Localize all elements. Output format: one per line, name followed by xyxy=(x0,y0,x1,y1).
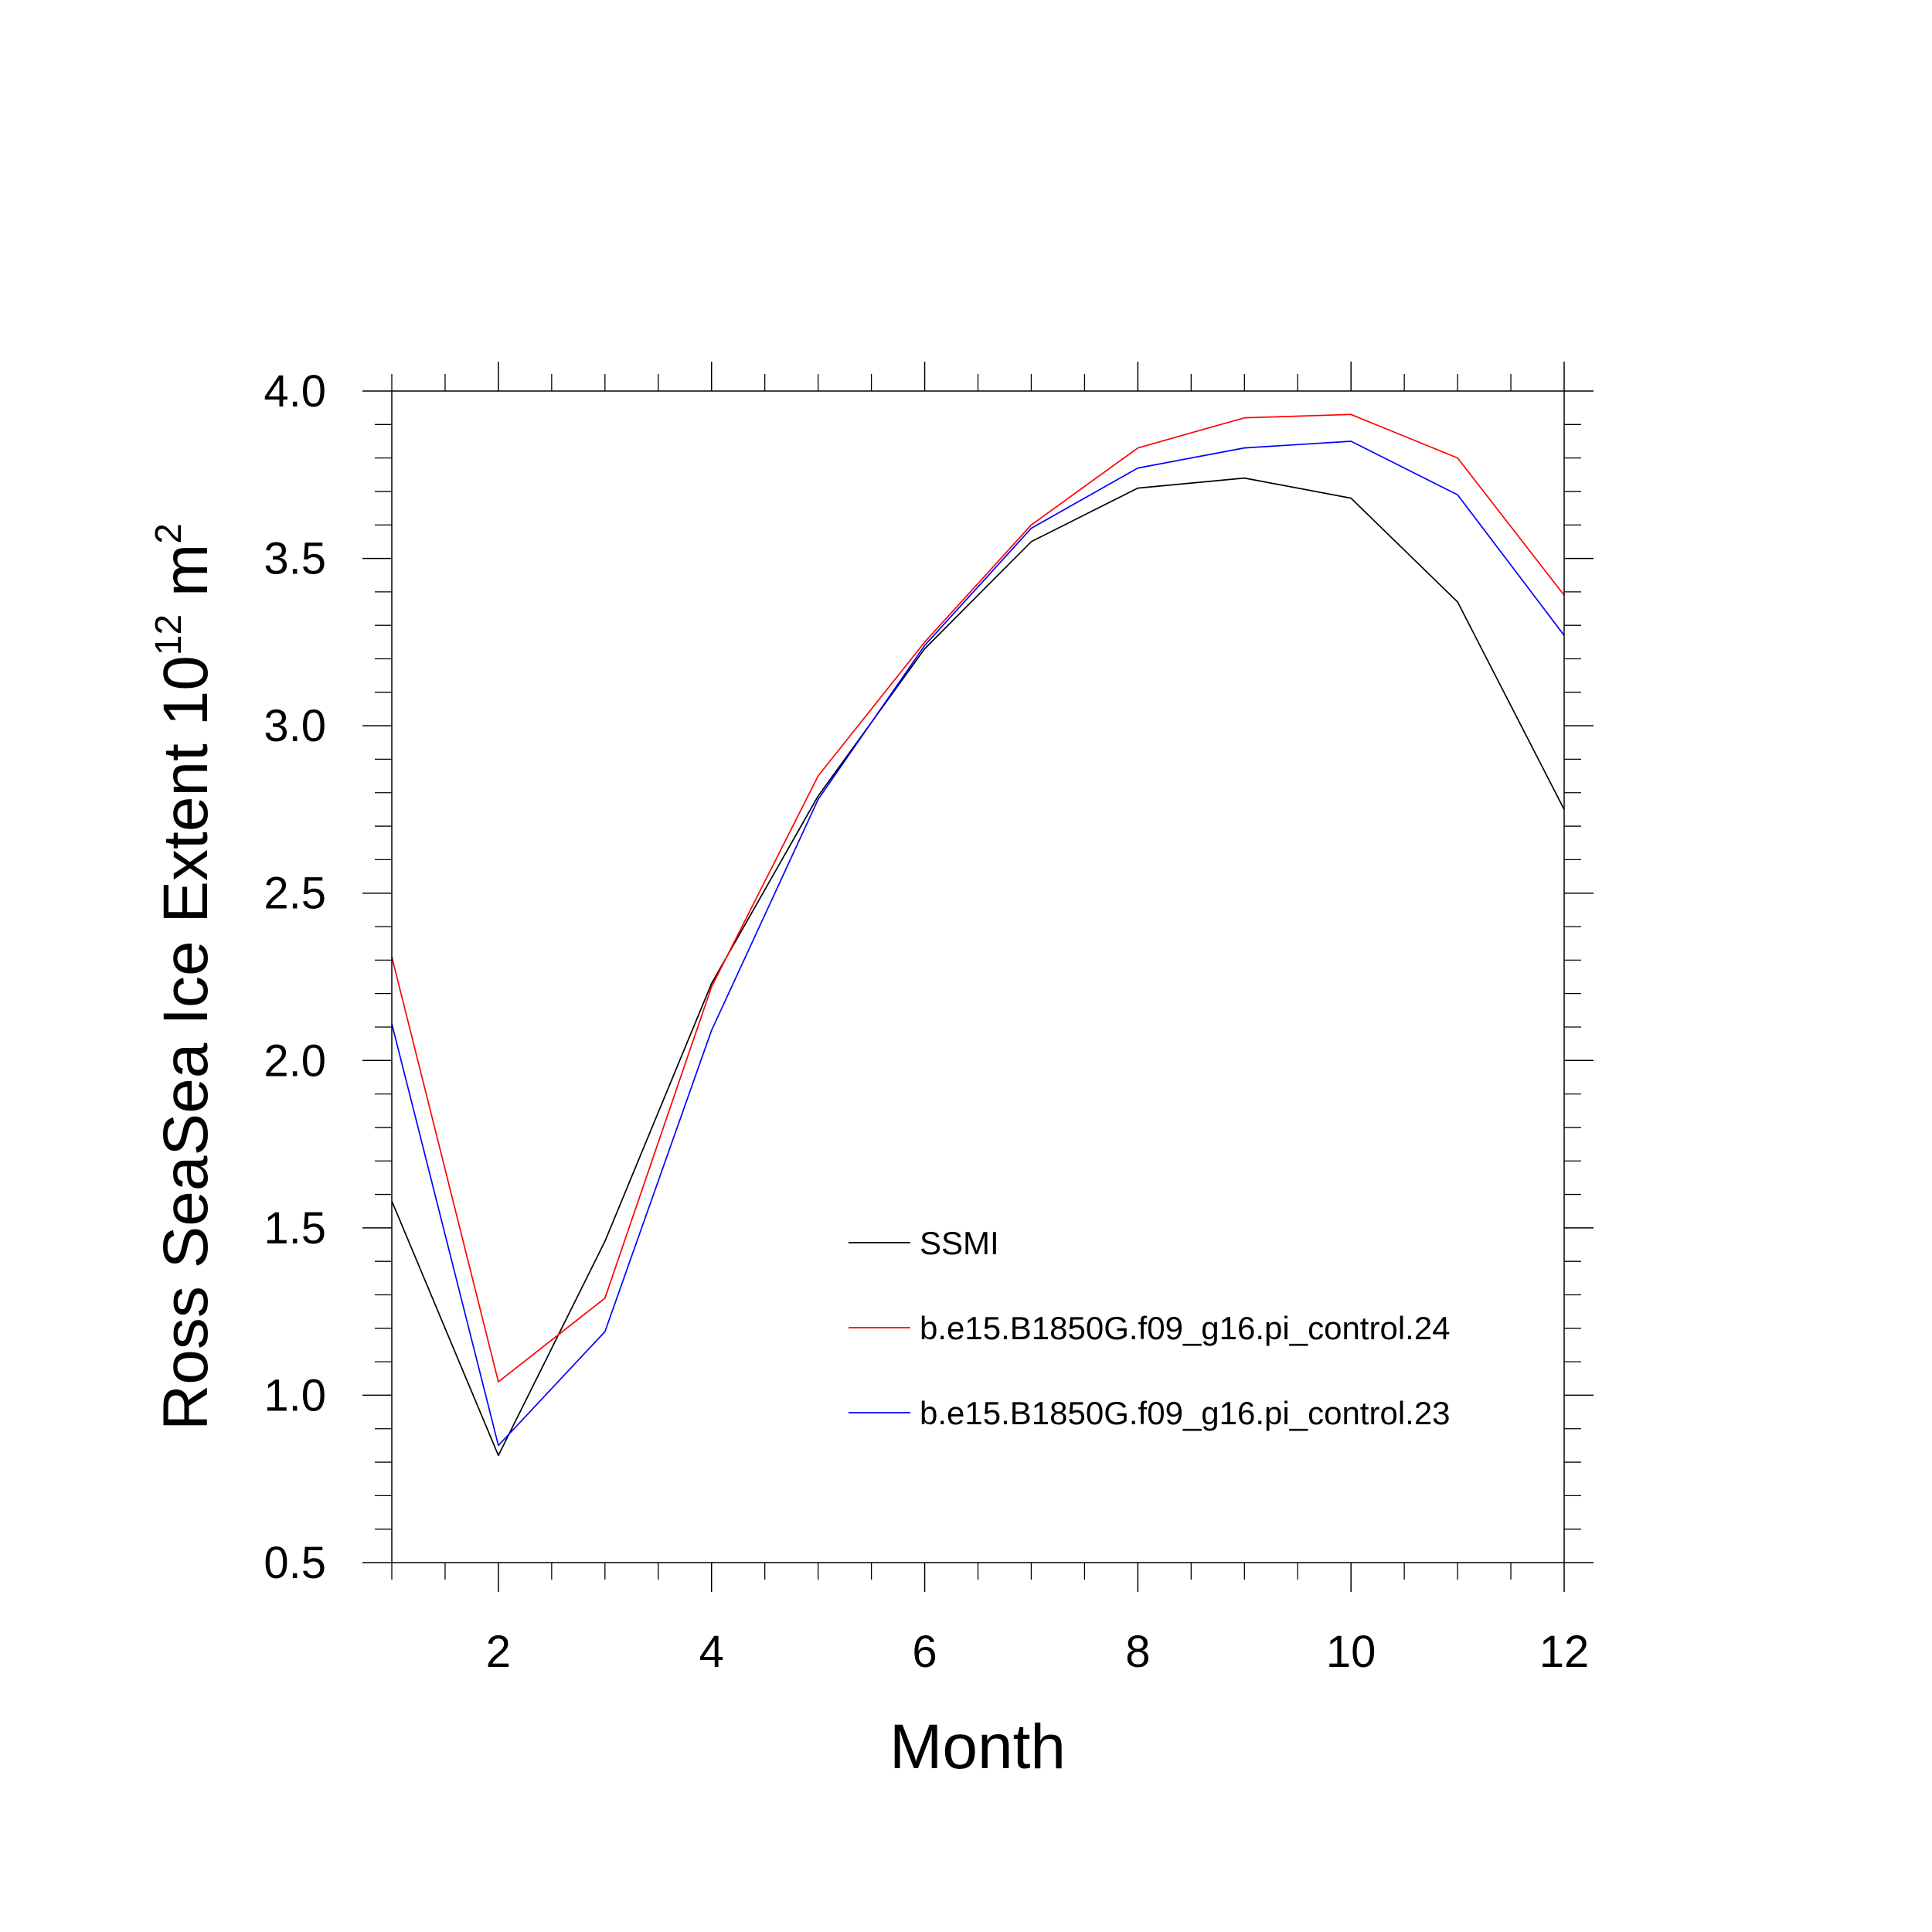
y-axis-title-unit-exponent: 2 xyxy=(148,523,189,544)
x-tick-labels: 2 4 6 8 10 12 xyxy=(486,1627,1589,1677)
x-axis-title: Month xyxy=(889,1712,1066,1782)
y-axis-title: Ross SeaSea Ice Extent 1012 m2 xyxy=(148,523,221,1430)
x-tick-label: 2 xyxy=(486,1627,511,1677)
x-tick-label: 8 xyxy=(1125,1627,1150,1677)
x-tick-label: 10 xyxy=(1326,1627,1376,1677)
minor-ticks xyxy=(375,374,1581,1580)
y-tick-label: 3.5 xyxy=(264,534,326,584)
x-tick-label: 12 xyxy=(1539,1627,1590,1677)
y-axis-title-unit: m xyxy=(151,544,221,614)
y-tick-label: 4.0 xyxy=(264,366,326,417)
series-layer xyxy=(391,413,1565,1457)
series-line xyxy=(391,477,1565,1457)
series-line xyxy=(391,413,1565,1383)
plot-frame xyxy=(391,390,1565,1563)
y-tick-label: 2.0 xyxy=(264,1036,326,1086)
x-tick-label: 4 xyxy=(699,1627,724,1677)
legend: SSMI b.e15.B1850G.f09_g16.pi_control.24 b.… xyxy=(849,1225,1451,1431)
y-tick-label: 1.0 xyxy=(264,1370,326,1420)
y-tick-label: 2.5 xyxy=(264,869,326,919)
y-tick-label: 0.5 xyxy=(264,1538,326,1588)
y-tick-label: 1.5 xyxy=(264,1203,326,1253)
series-line xyxy=(391,440,1565,1447)
legend-label: b.e15.B1850G.f09_g16.pi_control.23 xyxy=(920,1395,1451,1431)
y-tick-labels: 0.5 1.0 1.5 2.0 2.5 3.0 3.5 4.0 xyxy=(264,366,326,1588)
x-tick-label: 6 xyxy=(912,1627,937,1677)
y-axis-title-exponent: 12 xyxy=(148,614,189,655)
legend-label: b.e15.B1850G.f09_g16.pi_control.24 xyxy=(920,1310,1451,1346)
major-ticks xyxy=(362,362,1594,1592)
y-axis-title-main: Ross SeaSea Ice Extent 10 xyxy=(151,655,221,1430)
y-tick-label: 3.0 xyxy=(264,701,326,751)
legend-label: SSMI xyxy=(920,1225,999,1261)
